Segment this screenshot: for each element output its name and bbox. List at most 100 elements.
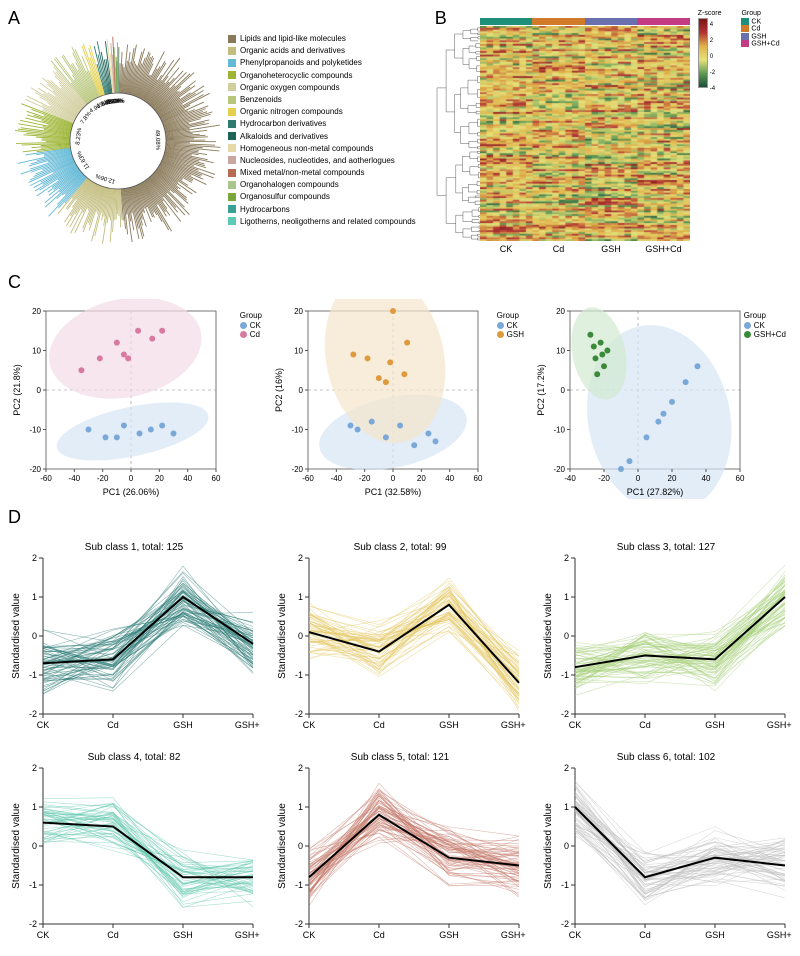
svg-text:Cd: Cd (107, 720, 119, 730)
svg-text:CK: CK (37, 720, 50, 730)
svg-text:GSH: GSH (705, 930, 725, 940)
heatmap-dendrogram (435, 26, 480, 241)
legend-swatch (228, 108, 236, 116)
legend-label: Organic acids and derivatives (240, 45, 345, 56)
svg-text:40: 40 (445, 474, 454, 483)
svg-text:-10: -10 (553, 426, 565, 435)
subclass-grid: -2 -1 0 1 2 CK Cd GSH GSH+Cd Standardised value Su… (8, 538, 792, 948)
svg-text:CK: CK (303, 720, 316, 730)
svg-text:-20: -20 (29, 465, 41, 474)
legend-swatch (228, 132, 236, 140)
svg-text:0: 0 (32, 631, 37, 641)
svg-text:-60: -60 (40, 474, 52, 483)
svg-text:GSH: GSH (173, 720, 193, 730)
svg-text:0.14%: 0.14% (107, 99, 125, 106)
svg-text:0: 0 (564, 841, 569, 851)
svg-text:-1: -1 (561, 880, 569, 890)
legend-item: Hydrocarbon derivatives (228, 118, 416, 129)
pca-plot: -40-200204060-20-1001020PC1 (27.82%)PC2 … (532, 299, 790, 499)
legend-item: Nucleosides, nucleotides, and aotherlogu… (228, 155, 416, 166)
svg-text:PC2 (17.2%): PC2 (17.2%) (536, 364, 546, 416)
svg-text:20: 20 (556, 307, 565, 316)
legend-item: Organic nitrogen compounds (228, 106, 416, 117)
svg-text:GSH: GSH (173, 930, 193, 940)
svg-text:-1: -1 (295, 670, 303, 680)
svg-text:CK: CK (569, 930, 582, 940)
legend-item: Mixed metal/non-metal compounds (228, 167, 416, 178)
svg-text:PC2 (16%): PC2 (16%) (274, 368, 284, 412)
svg-text:-1: -1 (295, 880, 303, 890)
svg-text:-20: -20 (359, 474, 371, 483)
svg-text:10: 10 (32, 347, 41, 356)
svg-text:-2: -2 (29, 919, 37, 929)
panel-c: -60-40-200204060-20-1001020PC1 (26.06%)P… (8, 299, 792, 499)
svg-text:GSH+Cd: GSH+Cd (501, 720, 526, 730)
panel-label-d: D (8, 507, 792, 528)
legend-item: Ligotherns, neoligotherns and related co… (228, 216, 416, 227)
svg-text:1: 1 (32, 592, 37, 602)
legend-swatch (228, 181, 236, 189)
svg-text:-1: -1 (561, 670, 569, 680)
svg-text:0: 0 (298, 841, 303, 851)
svg-text:GSH: GSH (705, 720, 725, 730)
figure: A 49.08%12.06%11.63%8.23%7.8%4.96%1.84%1… (0, 0, 800, 956)
legend-item: Hydrocarbons (228, 204, 416, 215)
legend-item: Lipids and lipid-like molecules (228, 33, 416, 44)
svg-text:GSH: GSH (439, 720, 459, 730)
svg-text:0: 0 (564, 631, 569, 641)
svg-text:0: 0 (391, 474, 396, 483)
legend-label: Organic oxygen compounds (240, 82, 340, 93)
svg-text:2: 2 (564, 553, 569, 563)
svg-text:10: 10 (294, 347, 303, 356)
legend-label: Benzenoids (240, 94, 282, 105)
legend-swatch (228, 47, 236, 55)
subclass-plot: -2-1012CKCdGSHGSH+CdStandardised valueSu… (274, 748, 526, 948)
panel-a: A 49.08%12.06%11.63%8.23%7.8%4.96%1.84%1… (8, 8, 435, 268)
legend-swatch (228, 71, 236, 79)
group-bar-segment (637, 18, 690, 25)
svg-text:0: 0 (32, 841, 37, 851)
svg-text:CK: CK (303, 930, 316, 940)
pca-plot: -60-40-200204060-20-1001020PC1 (32.58%)P… (270, 299, 528, 499)
panel-d: -2 -1 0 1 2 CK Cd GSH GSH+Cd Standardised value Su… (8, 538, 792, 948)
svg-text:CK: CK (37, 930, 50, 940)
heatmap-side-legend: Z-score420-2-4Group CK Cd GSH GSH+Cd (698, 10, 780, 88)
svg-text:Standardised value: Standardised value (543, 803, 554, 889)
svg-text:1: 1 (32, 802, 37, 812)
svg-text:20: 20 (668, 474, 677, 483)
legend-label: Organoheterocyclic compounds (240, 70, 353, 81)
subclass-title: Sub class 6, total: 102 (540, 752, 792, 763)
svg-text:GSH+Cd: GSH+Cd (235, 720, 260, 730)
svg-text:10: 10 (556, 347, 565, 356)
legend-swatch (228, 59, 236, 67)
svg-text:-2: -2 (561, 919, 569, 929)
legend-item: Benzenoids (228, 94, 416, 105)
subclass-plot: -2-1012CKCdGSHGSH+CdStandardised valueSu… (8, 748, 260, 948)
svg-text:-2: -2 (295, 709, 303, 719)
svg-text:-1: -1 (29, 670, 37, 680)
legend-label: Lipids and lipid-like molecules (240, 33, 346, 44)
svg-text:0: 0 (636, 474, 641, 483)
heatmap (480, 26, 690, 241)
svg-text:20: 20 (155, 474, 164, 483)
pca-plot: -60-40-200204060-20-1001020PC1 (26.06%)P… (8, 299, 266, 499)
heatmap-group-bar (480, 18, 690, 25)
svg-text:-40: -40 (69, 474, 81, 483)
legend-swatch (228, 96, 236, 104)
legend-label: Ligotherns, neoligotherns and related co… (240, 216, 416, 227)
legend-swatch (228, 217, 236, 225)
panel-a-legend: Lipids and lipid-like moleculesOrganic a… (228, 33, 416, 228)
svg-text:PC1 (27.82%): PC1 (27.82%) (627, 487, 684, 497)
svg-text:Standardised value: Standardised value (277, 803, 288, 889)
row-ab: A 49.08%12.06%11.63%8.23%7.8%4.96%1.84%1… (8, 8, 792, 268)
subclass-title: Sub class 1, total: 125 (8, 542, 260, 553)
svg-text:GSH+Cd: GSH+Cd (501, 930, 526, 940)
svg-text:40: 40 (702, 474, 711, 483)
svg-text:GSH+Cd: GSH+Cd (235, 930, 260, 940)
legend-label: Nucleosides, nucleotides, and aotherlogu… (240, 155, 395, 166)
svg-text:2: 2 (298, 553, 303, 563)
svg-text:49.08%: 49.08% (154, 130, 161, 151)
svg-text:0: 0 (561, 386, 566, 395)
legend-swatch (228, 144, 236, 152)
svg-text:Cd: Cd (639, 930, 651, 940)
